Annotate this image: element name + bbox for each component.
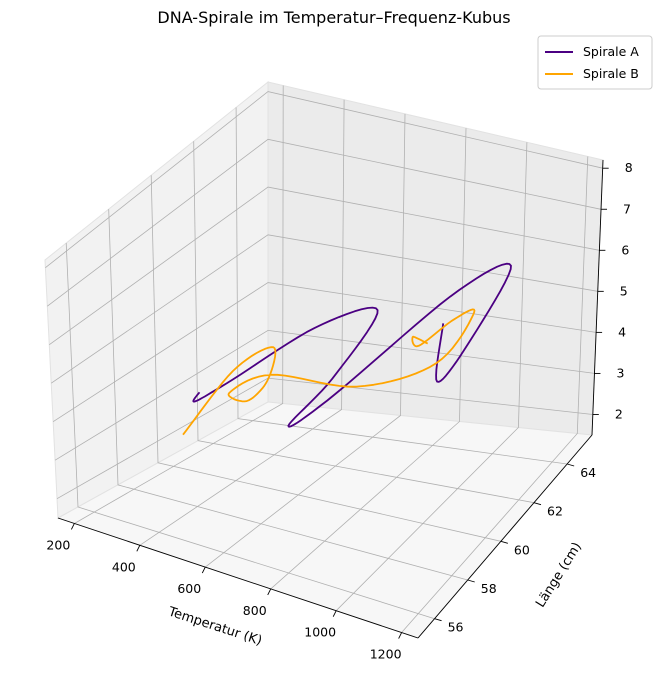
z-tick-label: 4: [618, 324, 626, 339]
z-tick-label: 5: [620, 283, 628, 298]
x-tick-mark: [201, 566, 206, 574]
x-grid-line: [74, 85, 284, 524]
x-tick-label: 600: [177, 581, 201, 596]
y-grid-line: [235, 107, 568, 465]
x-tick-label: 1000: [304, 625, 336, 640]
legend: Spirale A Spirale B: [537, 35, 653, 90]
y-tick-mark: [467, 579, 475, 583]
x-grid-line: [270, 128, 467, 590]
y-grid-line: [65, 242, 435, 620]
y-tick-mark: [567, 463, 575, 467]
series-line-a: [192, 262, 512, 428]
x-tick-label: 200: [46, 537, 70, 552]
z-tick-label: 2: [615, 406, 623, 421]
series-line-b: [182, 308, 476, 436]
y-tick-mark: [500, 540, 508, 544]
y-grid-line: [193, 141, 535, 504]
z-tick-label: 7: [623, 201, 631, 216]
z-grid-line: [47, 138, 602, 307]
x-grid-line: [401, 156, 589, 633]
x-axis-line: [57, 517, 419, 639]
x-tick-mark: [70, 523, 75, 530]
y-tick-label: 62: [547, 504, 563, 519]
axis-lines: [57, 159, 604, 639]
x-tick-mark: [267, 588, 272, 596]
y-tick-label: 64: [580, 465, 596, 480]
z-tick-label: 3: [616, 365, 624, 380]
z-axis-line: [591, 159, 604, 436]
x-tick-mark: [136, 545, 141, 552]
chart-title: DNA-Spirale im Temperatur–Frequenz-Kubus: [157, 8, 510, 27]
x-grid-line: [139, 99, 345, 546]
y-tick-mark: [533, 502, 542, 506]
legend-label-a: Spirale A: [583, 44, 639, 59]
z-grid-line: [54, 329, 595, 461]
z-tick-label: 6: [621, 242, 629, 257]
y-grid-line: [108, 209, 468, 581]
x-grid-line: [205, 113, 406, 568]
legend-box: [537, 35, 653, 90]
y-tick-label: 58: [481, 581, 497, 596]
x-tick-label: 400: [112, 559, 136, 574]
z-grid-line: [49, 186, 600, 346]
y-grid-line: [150, 175, 501, 542]
x-grid-line: [335, 142, 528, 611]
series-lines: [182, 262, 512, 436]
x-tick-label: 800: [243, 603, 267, 618]
y-axis-line: [417, 434, 593, 639]
x-tick-mark: [332, 610, 337, 617]
y-tick-mark: [434, 618, 442, 622]
z-grid-line: [45, 91, 603, 269]
x-tick-mark: [398, 632, 403, 639]
x-tick-label: 1200: [370, 647, 402, 662]
y-tick-label: 56: [448, 620, 464, 635]
y-tick-label: 60: [514, 542, 530, 557]
z-tick-label: 8: [625, 160, 633, 175]
axis-panes: [44, 80, 604, 639]
legend-label-b: Spirale B: [583, 66, 639, 81]
